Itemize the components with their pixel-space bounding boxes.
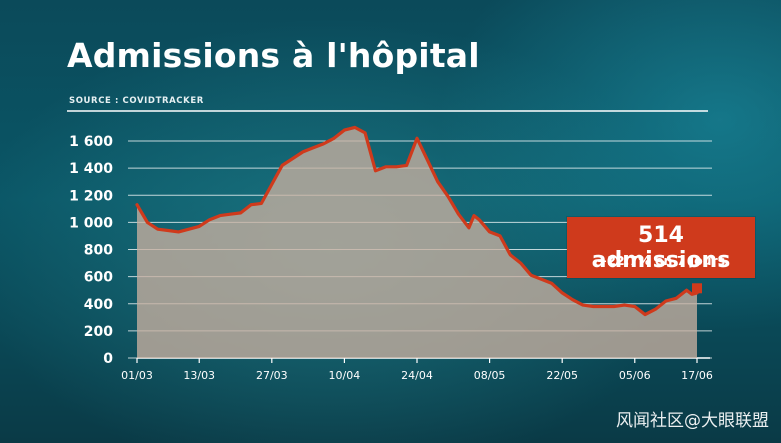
y-tick-label: 1 000 bbox=[69, 215, 113, 231]
callout-change: +22,7% en 7 jours bbox=[596, 253, 726, 268]
area-fill bbox=[137, 127, 697, 359]
end-marker bbox=[692, 283, 702, 294]
y-tick-label: 1 600 bbox=[69, 134, 113, 150]
y-tick-label: 600 bbox=[84, 270, 113, 286]
y-tick-label: 400 bbox=[84, 297, 113, 313]
x-tick-label: 17/06 bbox=[681, 369, 713, 382]
x-tick-label: 10/04 bbox=[329, 369, 361, 382]
y-tick-label: 200 bbox=[84, 324, 113, 340]
watermark-text: 风闻社区@大眼联盟 bbox=[616, 411, 769, 431]
x-tick-label: 27/03 bbox=[256, 369, 288, 382]
x-tick-label: 22/05 bbox=[546, 369, 578, 382]
y-tick-label: 1 200 bbox=[69, 188, 113, 204]
page-title: Admissions à l'hôpital bbox=[67, 36, 480, 75]
y-tick-label: 1 400 bbox=[69, 161, 113, 177]
callout-value: 514 admissions bbox=[591, 223, 731, 273]
series-line bbox=[135, 125, 699, 317]
source-label: SOURCE : COVIDTRACKER bbox=[69, 96, 204, 106]
x-tick-label: 24/04 bbox=[401, 369, 433, 382]
x-tick-label: 01/03 bbox=[121, 369, 153, 382]
y-tick-label: 800 bbox=[84, 243, 113, 259]
x-tick-label: 05/06 bbox=[619, 369, 651, 382]
y-tick-label: 0 bbox=[103, 351, 113, 367]
x-tick-label: 08/05 bbox=[474, 369, 506, 382]
latest-value-callout: 514 admissions +22,7% en 7 jours bbox=[567, 217, 755, 278]
x-tick-label: 13/03 bbox=[183, 369, 215, 382]
